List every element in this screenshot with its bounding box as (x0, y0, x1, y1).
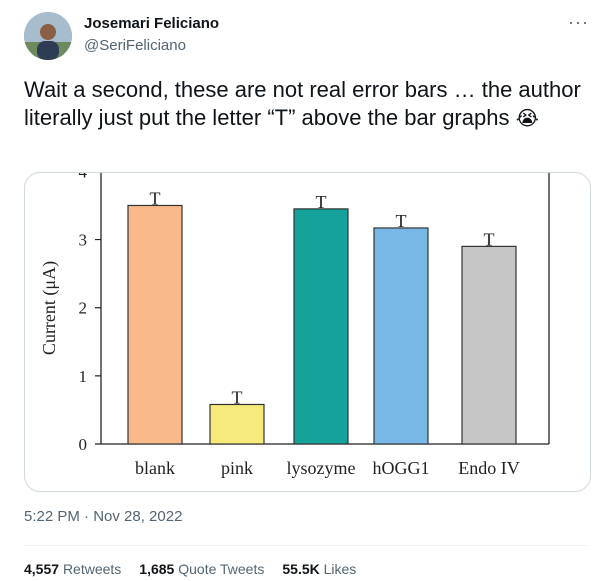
tweet-stats: 4,557 Retweets 1,685 Quote Tweets 55.5K … (24, 561, 356, 577)
bar-lysozyme (293, 208, 349, 445)
quote-tweets-stat[interactable]: 1,685 Quote Tweets (139, 561, 264, 577)
error-marker: T (396, 211, 407, 231)
likes-label: Likes (323, 561, 357, 577)
x-tick-label: blank (135, 458, 175, 478)
error-marker: T (232, 387, 243, 407)
y-axis-label: Current (μA) (39, 261, 60, 355)
likes-stat[interactable]: 55.5K Likes (282, 561, 356, 577)
more-horizontal-icon[interactable]: ··· (568, 12, 589, 32)
tweet-timestamp[interactable]: 5:22 PM · Nov 28, 2022 (24, 508, 183, 525)
tweet-body: Wait a second, these are not real error … (24, 77, 581, 130)
y-tick-label: 4 (79, 173, 88, 181)
y-tick-label: 0 (79, 435, 88, 454)
likes-count: 55.5K (282, 561, 320, 577)
bar-endo-iv (461, 245, 517, 445)
y-tick-label: 3 (79, 231, 88, 250)
retweets-count: 4,557 (24, 561, 60, 577)
y-tick-label: 1 (79, 367, 88, 386)
crying-face-emoji: 😭 (515, 106, 539, 130)
author-name[interactable]: Josemari Feliciano (84, 15, 220, 32)
retweets-label: Retweets (62, 561, 122, 577)
y-tick-label: 2 (79, 299, 88, 318)
avatar[interactable] (24, 12, 72, 60)
error-marker: T (484, 229, 495, 249)
bar-hogg1 (373, 227, 429, 445)
quote-tweets-label: Quote Tweets (178, 561, 265, 577)
divider (24, 545, 589, 546)
author-handle[interactable]: @SeriFeliciano (84, 37, 186, 54)
retweets-stat[interactable]: 4,557 Retweets (24, 561, 121, 577)
error-marker: T (150, 188, 161, 208)
tweet-text: Wait a second, these are not real error … (24, 76, 584, 132)
x-tick-label: Endo IV (458, 458, 520, 478)
bar-blank (127, 204, 183, 445)
bar-pink (209, 403, 265, 445)
error-marker: T (316, 192, 327, 212)
x-tick-label: pink (221, 458, 253, 478)
x-tick-label: hOGG1 (373, 458, 430, 478)
quote-tweets-count: 1,685 (139, 561, 175, 577)
x-tick-label: lysozyme (287, 458, 356, 478)
